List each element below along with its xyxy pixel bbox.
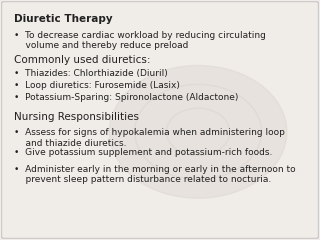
- Text: •  Assess for signs of hypokalemia when administering loop
    and thiazide diur: • Assess for signs of hypokalemia when a…: [14, 128, 285, 148]
- Text: •  Administer early in the morning or early in the afternoon to
    prevent slee: • Administer early in the morning or ear…: [14, 165, 296, 185]
- Text: •  To decrease cardiac workload by reducing circulating
    volume and thereby r: • To decrease cardiac workload by reduci…: [14, 31, 266, 50]
- Text: Commonly used diuretics:: Commonly used diuretics:: [14, 55, 151, 65]
- Text: •  Potassium-Sparing: Spironolactone (Aldactone): • Potassium-Sparing: Spironolactone (Ald…: [14, 93, 238, 102]
- Text: Nursing Responsibilities: Nursing Responsibilities: [14, 112, 139, 122]
- Text: Diuretic Therapy: Diuretic Therapy: [14, 14, 113, 24]
- Circle shape: [109, 66, 287, 198]
- Text: •  Thiazides: Chlorthiazide (Diuril): • Thiazides: Chlorthiazide (Diuril): [14, 69, 168, 78]
- Text: •  Loop diuretics: Furosemide (Lasix): • Loop diuretics: Furosemide (Lasix): [14, 81, 180, 90]
- Text: •  Give potassium supplement and potassium-rich foods.: • Give potassium supplement and potassiu…: [14, 149, 272, 157]
